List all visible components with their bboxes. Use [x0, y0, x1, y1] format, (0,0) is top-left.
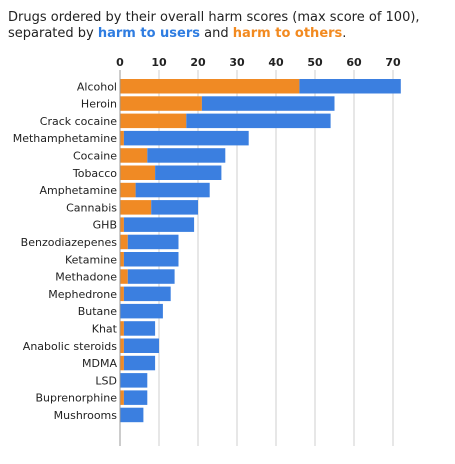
bar-harm-to-others [120, 338, 124, 353]
bar-harm-to-others [120, 96, 202, 111]
category-label: Alcohol [77, 80, 117, 93]
legend-others-label: harm to others [232, 26, 343, 41]
category-label: Crack cocaine [40, 115, 117, 128]
category-label: Tobacco [72, 167, 117, 180]
bar-harm-to-others [120, 165, 156, 180]
x-tick-label: 10 [151, 56, 167, 69]
bar-harm-to-others [120, 252, 124, 267]
bar-harm-to-users [147, 148, 226, 163]
bar-harm-to-users [123, 390, 148, 405]
bar-harm-to-others [120, 148, 148, 163]
bar-harm-to-others [120, 355, 124, 371]
bar-harm-to-users [123, 355, 156, 371]
bar-harm-to-others [120, 217, 124, 232]
bar-harm-to-users [155, 165, 222, 180]
title-and: and [200, 26, 233, 41]
bar-harm-to-others [120, 286, 124, 302]
category-label: Khat [92, 322, 118, 335]
bar-harm-to-users [127, 269, 175, 284]
bar-harm-to-users [299, 79, 401, 94]
bar-harm-to-users [186, 113, 331, 129]
category-label: MDMA [82, 357, 117, 370]
bar-harm-to-users [123, 286, 171, 302]
x-tick-label: 60 [346, 56, 362, 69]
title-suffix: . [342, 26, 347, 41]
bar-harm-to-users [123, 321, 156, 336]
category-label: Butane [78, 305, 118, 318]
chart-title: Drugs ordered by their overall harm scor… [8, 10, 453, 42]
bar-harm-to-users [120, 373, 148, 388]
bar-harm-to-others [120, 390, 124, 405]
x-tick-label: 0 [116, 56, 124, 69]
category-label: Methamphetamine [13, 132, 118, 145]
category-label: Methadone [55, 271, 117, 284]
bar-harm-to-others [120, 321, 124, 336]
bar-harm-to-users [123, 130, 249, 146]
x-tick-label: 50 [307, 56, 323, 69]
bar-harm-to-users [151, 200, 198, 215]
bar-harm-to-users [120, 303, 163, 319]
category-label: GHB [93, 219, 117, 232]
title-prefix: separated by [8, 26, 98, 41]
category-label: LSD [95, 374, 117, 387]
bar-harm-to-users [135, 182, 210, 198]
bar-harm-to-others [120, 130, 124, 146]
category-label: Mushrooms [54, 409, 118, 422]
category-label: Buprenorphine [35, 392, 117, 405]
title-line-2: separated by harm to users and harm to o… [8, 26, 453, 42]
category-label: Benzodiazepenes [21, 236, 118, 249]
x-tick-label: 40 [268, 56, 284, 69]
bar-harm-to-others [120, 79, 300, 94]
x-tick-label: 30 [229, 56, 245, 69]
bar-harm-to-users [120, 407, 144, 423]
bar-harm-to-others [120, 200, 152, 215]
bar-harm-to-others [120, 182, 136, 198]
bar-harm-to-users [201, 96, 335, 111]
bar-harm-to-users [123, 338, 159, 353]
category-label: Cannabis [66, 201, 117, 214]
bar-harm-to-users [127, 234, 179, 250]
category-label: Amphetamine [39, 184, 117, 197]
category-label: Cocaine [73, 149, 117, 162]
x-tick-label: 20 [190, 56, 206, 69]
category-label: Anabolic steroids [23, 340, 117, 353]
bar-harm-to-others [120, 269, 128, 284]
bar-harm-to-users [123, 252, 179, 267]
category-label: Ketamine [65, 253, 117, 266]
legend-users-label: harm to users [97, 26, 200, 41]
title-line-1: Drugs ordered by their overall harm scor… [8, 10, 420, 25]
bar-harm-to-others [120, 113, 187, 129]
bar-harm-to-users [123, 217, 195, 232]
category-label: Heroin [81, 98, 117, 111]
x-tick-label: 70 [385, 56, 401, 69]
bar-harm-to-others [120, 234, 128, 250]
category-label: Mephedrone [48, 288, 117, 301]
